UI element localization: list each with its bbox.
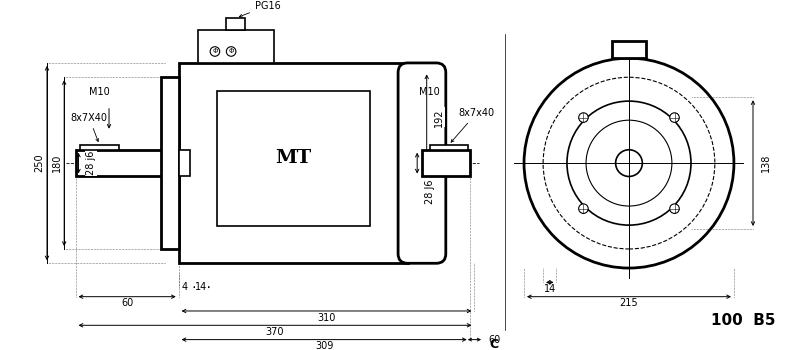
Bar: [162, 77, 178, 249]
Circle shape: [578, 113, 588, 122]
Bar: [76, 150, 166, 176]
Circle shape: [210, 47, 220, 56]
Text: 60: 60: [489, 335, 501, 345]
Text: 180: 180: [51, 154, 62, 172]
Bar: [198, 29, 274, 63]
Circle shape: [670, 113, 679, 122]
Text: 138: 138: [761, 154, 770, 172]
Bar: [612, 41, 646, 58]
Bar: [178, 150, 190, 176]
Bar: [80, 145, 118, 150]
Text: MT: MT: [275, 149, 311, 167]
Text: C: C: [489, 338, 498, 350]
Bar: [422, 150, 470, 176]
Text: Φ: Φ: [229, 49, 234, 55]
Text: 370: 370: [266, 327, 284, 337]
Circle shape: [226, 47, 236, 56]
Text: 4: 4: [182, 282, 187, 292]
Text: 14: 14: [544, 284, 556, 294]
Circle shape: [616, 150, 642, 176]
Text: 8x7X40: 8x7X40: [71, 113, 108, 141]
Text: PG16: PG16: [239, 1, 281, 17]
Bar: [430, 145, 468, 150]
Text: 28 j6: 28 j6: [86, 151, 96, 175]
FancyBboxPatch shape: [398, 63, 446, 263]
Text: 309: 309: [315, 341, 334, 350]
Text: Φ: Φ: [212, 49, 218, 55]
Circle shape: [524, 58, 734, 268]
Text: 215: 215: [620, 298, 638, 308]
Circle shape: [567, 101, 691, 225]
Text: 310: 310: [318, 313, 336, 323]
Text: 250: 250: [34, 154, 44, 173]
Text: 192: 192: [434, 108, 444, 127]
Text: 14: 14: [195, 282, 208, 292]
Text: 100  B5: 100 B5: [711, 313, 776, 328]
Circle shape: [578, 204, 588, 214]
Text: M10: M10: [89, 86, 110, 97]
Text: M10: M10: [419, 86, 440, 97]
Text: 60: 60: [121, 298, 134, 308]
Text: 28 J6: 28 J6: [425, 180, 435, 204]
Bar: [226, 18, 246, 29]
Bar: [178, 63, 408, 263]
Text: 8x7x40: 8x7x40: [451, 108, 494, 142]
Circle shape: [670, 204, 679, 214]
